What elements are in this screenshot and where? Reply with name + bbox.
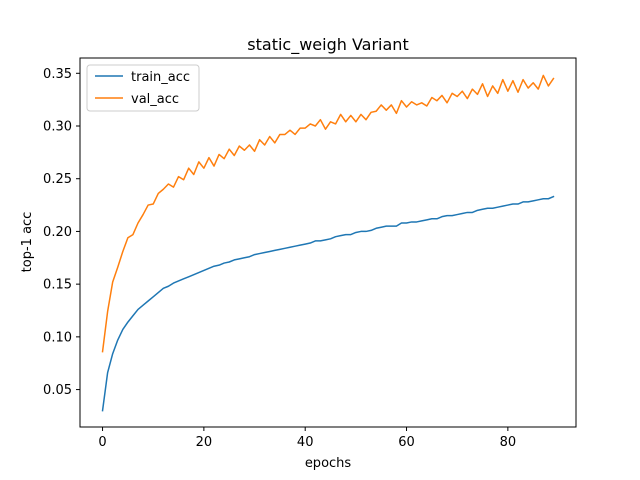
y-tick-label: 0.10: [43, 330, 72, 345]
y-axis-ticks: 0.05 0.10 0.15 0.20 0.25 0.30 0.35: [43, 67, 80, 398]
legend-label-val-acc: val_acc: [131, 92, 179, 107]
series-line-train-acc: [101, 195, 555, 412]
legend: train_acc val_acc: [86, 64, 200, 112]
x-axis-ticks: 0 20 40 60 80: [98, 427, 516, 450]
x-tick-label: 40: [297, 435, 314, 450]
y-tick-label: 0.05: [43, 383, 72, 398]
plot-area-frame: [79, 57, 577, 428]
y-tick-label: 0.25: [43, 172, 72, 187]
y-tick-label: 0.20: [43, 225, 72, 240]
x-tick-label: 60: [398, 435, 415, 450]
chart-title: static_weigh Variant: [247, 35, 408, 55]
series-line-val-acc: [101, 74, 555, 353]
y-tick-label: 0.35: [43, 67, 72, 82]
y-tick-label: 0.15: [43, 278, 72, 293]
x-axis-title: epochs: [305, 456, 352, 471]
legend-label-train-acc: train_acc: [131, 70, 190, 85]
x-tick-label: 80: [500, 435, 517, 450]
x-tick-label: 20: [196, 435, 213, 450]
series-layer: [101, 74, 555, 412]
y-axis-title: top-1 acc: [20, 212, 35, 273]
y-tick-label: 0.30: [43, 120, 72, 135]
x-tick-label: 0: [98, 435, 106, 450]
